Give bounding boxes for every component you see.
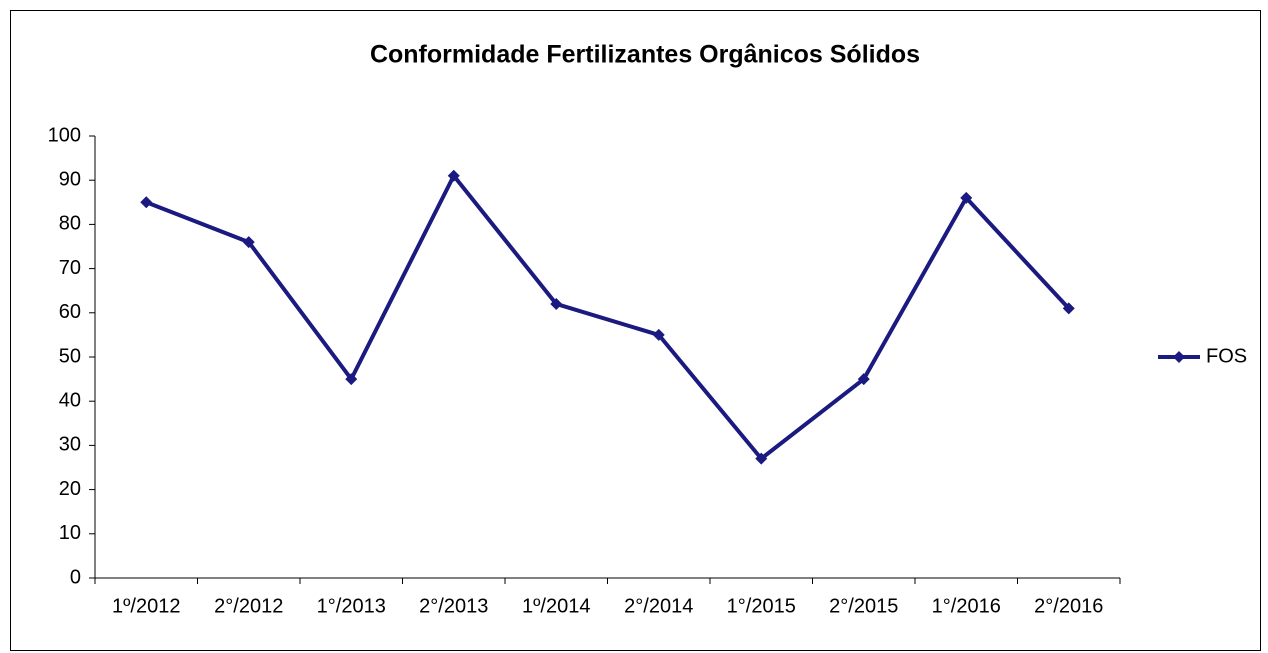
legend-label: FOS (1206, 345, 1247, 367)
chart-title: Conformidade Fertilizantes Orgânicos Sól… (370, 41, 920, 69)
y-tick-label: 80 (59, 213, 81, 235)
data-point (960, 191, 973, 204)
y-tick-label: 20 (59, 478, 81, 500)
x-tick-label: 1º/2014 (522, 595, 590, 617)
x-tick-label: 2°/2014 (624, 595, 693, 617)
x-tick-label: 1°/2015 (727, 595, 796, 617)
y-tick-label: 30 (59, 434, 81, 456)
y-tick-label: 90 (59, 168, 81, 190)
x-tick-label: 1°/2016 (932, 595, 1001, 617)
data-line (145, 173, 1071, 461)
y-tick-label: 50 (59, 345, 81, 367)
y-tick-label: 40 (59, 389, 81, 411)
y-tick-label: 60 (59, 301, 81, 323)
x-tick-label: 2°/2016 (1034, 595, 1103, 617)
legend-marker (1173, 351, 1185, 363)
y-tick-label: 10 (59, 522, 81, 544)
data-point (1062, 302, 1075, 315)
y-tick-label: 100 (48, 124, 81, 146)
y-tick-label: 0 (70, 566, 81, 588)
data-point (755, 452, 768, 465)
chart-frame (10, 10, 1261, 651)
data-point (242, 236, 255, 249)
x-tick-label: 2°/2012 (214, 595, 283, 617)
data-point (550, 297, 563, 310)
x-tick-label: 1°/2013 (317, 595, 386, 617)
y-tick-label: 70 (59, 257, 81, 279)
x-tick-label: 2°/2015 (829, 595, 898, 617)
x-tick-label: 1º/2012 (112, 595, 180, 617)
data-point (345, 373, 358, 386)
data-point (447, 169, 460, 182)
data-point (140, 196, 153, 209)
x-tick-label: 2°/2013 (419, 595, 488, 617)
data-point (652, 328, 665, 341)
data-point (857, 373, 870, 386)
